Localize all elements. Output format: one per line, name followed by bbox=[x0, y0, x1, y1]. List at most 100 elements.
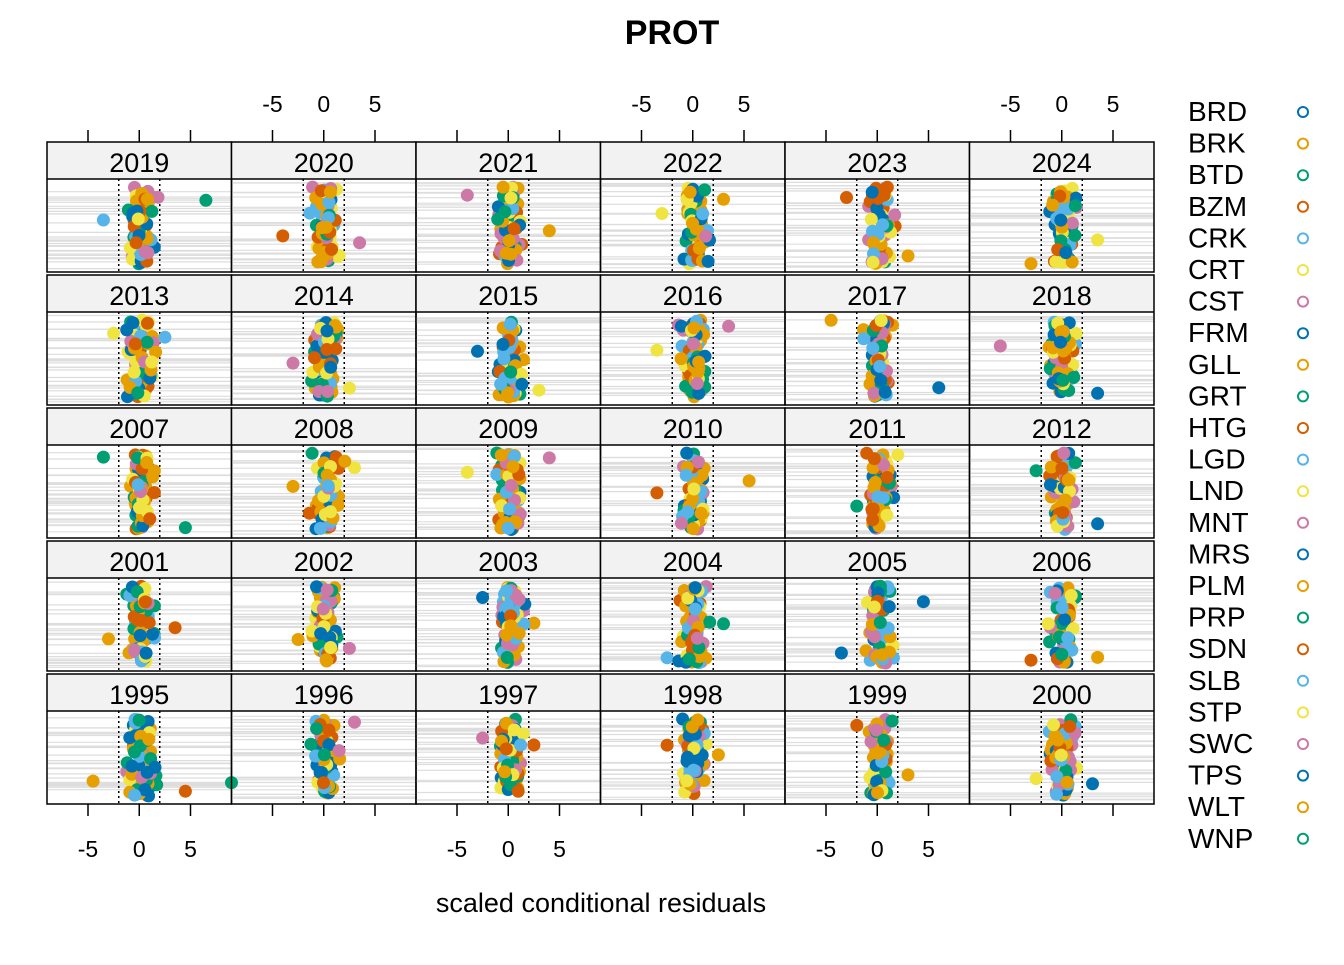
data-point bbox=[1048, 586, 1062, 600]
data-point bbox=[660, 738, 674, 752]
legend-marker bbox=[1297, 674, 1309, 687]
data-point bbox=[102, 632, 115, 646]
data-point bbox=[834, 646, 848, 660]
data-point bbox=[460, 188, 474, 202]
data-point bbox=[504, 365, 518, 379]
data-point bbox=[96, 450, 110, 464]
panel-strip-label: 2001 bbox=[109, 547, 169, 577]
data-point bbox=[1060, 775, 1074, 789]
data-point bbox=[140, 765, 154, 779]
x-tick-label-top: 5 bbox=[738, 91, 751, 117]
panel-2016: 2016 bbox=[599, 274, 786, 406]
x-tick-label-top: -5 bbox=[262, 91, 282, 117]
data-point bbox=[1044, 460, 1058, 474]
data-point bbox=[1043, 478, 1057, 492]
panel-2000: 2000 bbox=[968, 673, 1155, 805]
data-point bbox=[542, 224, 556, 238]
data-point bbox=[722, 319, 736, 333]
panel-strip-label: 1999 bbox=[847, 680, 907, 710]
legend-item-cst: CST bbox=[1188, 286, 1309, 317]
data-point bbox=[866, 513, 880, 527]
panel-strip-label: 2020 bbox=[294, 148, 354, 178]
legend-item-frm: FRM bbox=[1188, 317, 1309, 348]
legend-marker bbox=[1297, 548, 1309, 561]
data-point bbox=[1056, 324, 1070, 338]
data-point bbox=[1058, 493, 1072, 507]
data-point bbox=[874, 373, 888, 387]
data-point bbox=[504, 609, 518, 623]
data-point bbox=[850, 499, 864, 513]
data-point bbox=[1056, 373, 1070, 387]
data-point bbox=[145, 355, 159, 369]
data-point bbox=[1029, 772, 1043, 786]
panel-2002: 2002 bbox=[230, 540, 417, 672]
legend-item-mnt: MNT bbox=[1188, 507, 1309, 538]
data-point bbox=[1055, 461, 1069, 475]
data-point bbox=[682, 652, 696, 666]
data-point bbox=[476, 731, 490, 745]
legend-marker bbox=[1297, 358, 1309, 371]
panel-strip bbox=[231, 275, 416, 312]
data-point bbox=[131, 478, 145, 492]
panel-1996: 1996 bbox=[225, 673, 417, 805]
legend-marker bbox=[1297, 580, 1309, 592]
legend-item-bzm: BZM bbox=[1188, 191, 1309, 222]
panel-1998: 1998 bbox=[599, 673, 786, 805]
legend-label: CRK bbox=[1188, 222, 1247, 253]
data-point bbox=[885, 714, 899, 728]
data-point bbox=[866, 255, 880, 269]
legend-item-swc: SWC bbox=[1188, 728, 1309, 759]
panel-2005: 2005 bbox=[784, 540, 971, 672]
data-point bbox=[695, 468, 709, 482]
data-point bbox=[324, 641, 338, 654]
legend-item-wlt: WLT bbox=[1188, 791, 1309, 822]
data-point bbox=[305, 446, 319, 460]
data-point bbox=[866, 224, 879, 238]
data-point bbox=[304, 737, 318, 751]
data-point bbox=[650, 486, 664, 500]
data-point bbox=[681, 505, 695, 519]
data-point bbox=[868, 630, 882, 644]
legend-marker bbox=[1297, 200, 1309, 213]
data-point bbox=[321, 479, 335, 493]
data-point bbox=[891, 448, 905, 462]
legend-marker bbox=[1297, 643, 1309, 656]
panel-strip bbox=[969, 541, 1154, 578]
panel-strip-label: 2015 bbox=[478, 281, 538, 311]
data-point bbox=[1091, 650, 1105, 664]
data-point bbox=[316, 602, 330, 616]
data-point bbox=[701, 254, 715, 268]
data-point bbox=[655, 207, 669, 220]
data-point bbox=[342, 381, 356, 395]
data-point bbox=[147, 486, 161, 499]
legend-label: CRT bbox=[1188, 254, 1245, 285]
data-point bbox=[877, 733, 891, 747]
data-point bbox=[1058, 613, 1072, 627]
data-point bbox=[514, 738, 528, 752]
x-tick-label-bottom: 0 bbox=[871, 836, 884, 862]
data-point bbox=[868, 476, 882, 489]
panel-2004: 2004 bbox=[599, 540, 786, 672]
legend-marker bbox=[1297, 516, 1309, 529]
data-point bbox=[129, 236, 143, 250]
data-point bbox=[321, 385, 334, 398]
data-point bbox=[320, 343, 334, 356]
panel-strip-label: 2013 bbox=[109, 281, 169, 311]
data-point bbox=[324, 360, 338, 374]
data-point bbox=[824, 313, 838, 327]
data-point bbox=[1068, 456, 1082, 470]
data-point bbox=[867, 386, 881, 400]
legend-item-lgd: LGD bbox=[1188, 444, 1309, 475]
data-point bbox=[692, 241, 706, 255]
data-point bbox=[1063, 719, 1077, 733]
data-point bbox=[694, 506, 708, 520]
data-point bbox=[125, 759, 139, 773]
panel-strip-label: 2012 bbox=[1032, 414, 1092, 444]
data-point bbox=[532, 383, 546, 397]
data-point bbox=[158, 330, 172, 344]
data-point bbox=[690, 377, 704, 390]
panel-strip bbox=[969, 142, 1154, 179]
data-point bbox=[507, 222, 521, 236]
data-point bbox=[1091, 386, 1105, 400]
panel-strip bbox=[47, 674, 232, 711]
